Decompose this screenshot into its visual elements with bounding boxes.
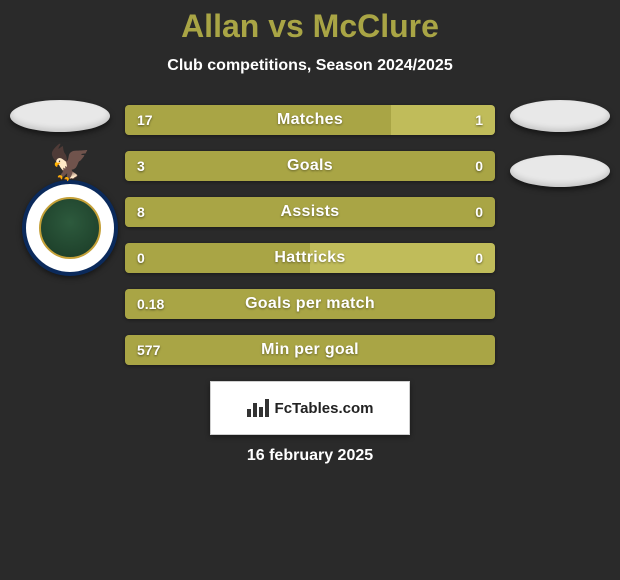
stat-value-right: 1 [475, 105, 483, 135]
stat-value-right: 0 [475, 243, 483, 273]
page-title: Allan vs McClure [0, 8, 620, 45]
eagle-icon: 🦅 [49, 146, 91, 180]
stat-value-left: 8 [137, 197, 145, 227]
date-text: 16 february 2025 [0, 447, 620, 465]
stat-row: Goals per match0.18 [125, 289, 495, 319]
stat-label: Min per goal [125, 335, 495, 365]
stat-label: Hattricks [125, 243, 495, 273]
bar-chart-icon [247, 399, 269, 417]
stat-value-right: 0 [475, 197, 483, 227]
stat-row: Matches17 1 [125, 105, 495, 135]
stat-label: Goals per match [125, 289, 495, 319]
stat-value-left: 3 [137, 151, 145, 181]
club-logo: 🦅 [22, 180, 118, 276]
stat-value-left: 17 [137, 105, 153, 135]
stat-value-right: 0 [475, 151, 483, 181]
stat-label: Assists [125, 197, 495, 227]
comparison-bars: Matches171Goals30Assists80Hattricks00Goa… [125, 105, 495, 365]
ellipse-icon [510, 100, 610, 132]
ellipse-icon [10, 100, 110, 132]
stat-value-left: 577 [137, 335, 160, 365]
page-subtitle: Club competitions, Season 2024/2025 [0, 57, 620, 75]
brand-badge[interactable]: FcTables.com [210, 381, 410, 435]
stat-label: Goals [125, 151, 495, 181]
stat-row: Hattricks0 0 [125, 243, 495, 273]
stat-value-left: 0 [137, 243, 145, 273]
ellipse-icon [510, 155, 610, 187]
stat-label: Matches [125, 105, 495, 135]
brand-text: FcTables.com [275, 400, 374, 417]
stat-row: Min per goal577 [125, 335, 495, 365]
stat-row: Goals3 0 [125, 151, 495, 181]
stat-row: Assists8 0 [125, 197, 495, 227]
stat-value-left: 0.18 [137, 289, 164, 319]
